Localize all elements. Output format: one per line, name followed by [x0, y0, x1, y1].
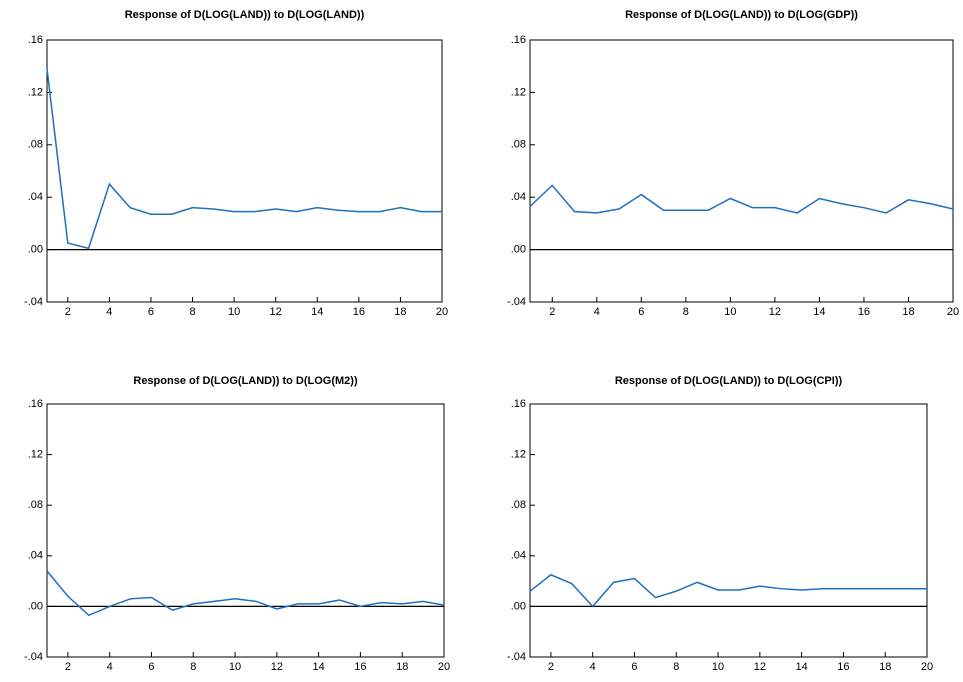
y-tick-label: .00 — [511, 600, 526, 612]
y-tick-label: .00 — [28, 244, 43, 256]
x-tick-label: 12 — [754, 661, 766, 673]
plot-frame — [529, 39, 954, 303]
x-tick-label: 18 — [396, 661, 408, 673]
x-tick-label: 2 — [65, 306, 71, 318]
x-tick-label: 10 — [712, 661, 724, 673]
y-tick-label: .08 — [511, 139, 526, 151]
x-tick-label: 10 — [228, 306, 240, 318]
y-tick-label: .12 — [511, 449, 526, 461]
y-tick-label: -.04 — [507, 651, 526, 663]
x-tick-label: 12 — [271, 661, 283, 673]
y-tick-label: .16 — [28, 34, 43, 46]
x-tick-label: 2 — [548, 661, 554, 673]
x-tick-label: 20 — [436, 306, 448, 318]
line — [529, 184, 954, 214]
x-tick-label: 6 — [631, 661, 637, 673]
plot-frame — [529, 403, 928, 658]
x-tick-label: 8 — [189, 306, 195, 318]
y-tick-label: .16 — [28, 398, 43, 410]
chart-title: Response of D(LOG(LAND)) to D(LOG(CPI)) — [615, 375, 843, 387]
y-tick-label: .04 — [511, 550, 526, 562]
x-tick-label: 10 — [229, 661, 241, 673]
x-tick-label: 8 — [673, 661, 679, 673]
x-tick-label: 18 — [902, 306, 914, 318]
y-tick-label: .16 — [511, 34, 526, 46]
x-tick-label: 4 — [107, 661, 113, 673]
line — [46, 68, 442, 250]
x-tick-label: 10 — [724, 306, 736, 318]
y-tick-label: -.04 — [24, 651, 43, 663]
x-tick-label: 6 — [148, 661, 154, 673]
line — [46, 570, 445, 617]
chart-title: Response of D(LOG(LAND)) to D(LOG(LAND)) — [125, 9, 365, 21]
x-tick-label: 20 — [947, 306, 959, 318]
x-tick-label: 6 — [638, 306, 644, 318]
x-tick-label: 18 — [394, 306, 406, 318]
y-tick-label: .16 — [511, 398, 526, 410]
y-tick-label: .08 — [511, 499, 526, 511]
x-tick-label: 16 — [353, 306, 365, 318]
x-tick-label: 8 — [190, 661, 196, 673]
chart-title: Response of D(LOG(LAND)) to D(LOG(M2)) — [133, 375, 358, 387]
x-tick-label: 12 — [769, 306, 781, 318]
x-tick-label: 16 — [837, 661, 849, 673]
y-tick-label: .08 — [28, 499, 43, 511]
plot-frame — [46, 39, 443, 303]
x-tick-label: 20 — [921, 661, 933, 673]
plot-frame — [46, 403, 445, 658]
x-tick-label: 14 — [313, 661, 325, 673]
y-tick-label: .04 — [28, 191, 43, 203]
y-tick-label: .00 — [511, 244, 526, 256]
y-tick-label: .00 — [28, 600, 43, 612]
x-tick-label: 4 — [590, 661, 596, 673]
x-tick-label: 20 — [438, 661, 450, 673]
line — [529, 573, 927, 608]
y-tick-label: .04 — [28, 550, 43, 562]
x-tick-label: 16 — [858, 306, 870, 318]
x-tick-label: 14 — [813, 306, 825, 318]
x-tick-label: 6 — [148, 306, 154, 318]
x-tick-label: 16 — [354, 661, 366, 673]
x-tick-label: 2 — [549, 306, 555, 318]
x-tick-label: 2 — [65, 661, 71, 673]
x-tick-label: 4 — [594, 306, 600, 318]
y-tick-label: -.04 — [507, 296, 526, 308]
y-tick-label: -.04 — [24, 296, 43, 308]
y-tick-label: .12 — [28, 86, 43, 98]
x-tick-label: 18 — [879, 661, 891, 673]
x-tick-label: 14 — [796, 661, 808, 673]
chart-title: Response of D(LOG(LAND)) to D(LOG(GDP)) — [625, 9, 858, 21]
x-tick-label: 4 — [106, 306, 112, 318]
y-tick-label: .08 — [28, 139, 43, 151]
y-tick-label: .12 — [28, 449, 43, 461]
x-tick-label: 12 — [270, 306, 282, 318]
x-tick-label: 8 — [683, 306, 689, 318]
y-tick-label: .04 — [511, 191, 526, 203]
x-tick-label: 14 — [311, 306, 323, 318]
y-tick-label: .12 — [511, 86, 526, 98]
